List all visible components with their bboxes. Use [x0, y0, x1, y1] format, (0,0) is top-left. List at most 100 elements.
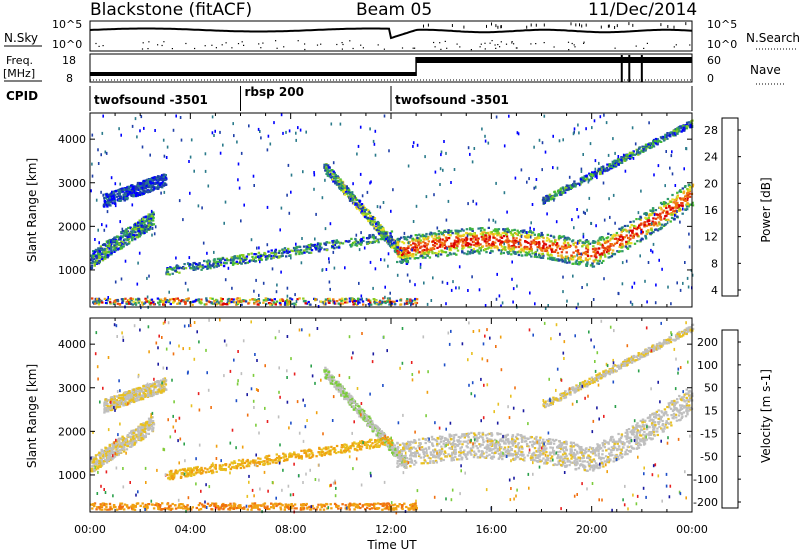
power-cell: [432, 276, 434, 280]
power-cell: [569, 184, 572, 187]
power-cell: [540, 256, 543, 259]
power-cell: [620, 161, 624, 164]
power-cell: [675, 130, 678, 133]
power-cell: [461, 238, 464, 241]
power-cell: [376, 205, 379, 209]
power-cell: [383, 114, 386, 118]
power-cell: [143, 186, 146, 189]
power-cell: [112, 191, 115, 194]
power-cell: [146, 219, 149, 222]
power-cell: [358, 209, 362, 212]
power-cell: [107, 298, 110, 301]
power-cell: [577, 302, 579, 306]
power-cell: [440, 233, 444, 236]
power-cell: [560, 256, 563, 259]
power-cell: [579, 239, 582, 242]
power-cell: [169, 302, 172, 306]
power-cell: [456, 245, 459, 248]
power-cell: [492, 229, 496, 232]
power-cell: [146, 189, 150, 192]
power-cell: [103, 243, 107, 246]
power-cell: [267, 302, 271, 305]
power-cell: [269, 142, 272, 146]
power-cell: [165, 156, 168, 159]
noise-right-tick-bottom: 10^0: [707, 38, 737, 51]
power-cell: [622, 236, 625, 239]
power-cell: [387, 252, 390, 256]
power-cell: [687, 205, 690, 208]
power-cell: [481, 238, 484, 241]
power-cell: [436, 239, 439, 242]
power-cell: [647, 219, 650, 222]
power-cell: [455, 236, 458, 239]
power-cell: [274, 248, 277, 251]
power-cell: [450, 288, 453, 292]
power-cell: [314, 298, 317, 301]
power-cell: [403, 302, 406, 306]
noise-spike: [608, 24, 610, 28]
power-cell: [670, 302, 672, 306]
power-cell: [588, 172, 591, 175]
power-cell: [307, 300, 310, 304]
power-cell: [118, 192, 121, 195]
power-cell: [447, 245, 451, 248]
power-cell: [440, 150, 443, 154]
power-cell: [560, 251, 564, 254]
search-noise-dot: [571, 42, 573, 45]
search-noise-dot: [142, 42, 144, 44]
power-cell: [670, 213, 673, 216]
power-cell: [139, 222, 143, 225]
power-cell: [233, 255, 236, 258]
power-cell: [519, 251, 522, 254]
power-cell: [414, 301, 417, 304]
power-cell: [585, 178, 588, 181]
power-cell: [154, 225, 157, 229]
power-cell: [334, 179, 337, 182]
power-cell: [193, 169, 195, 173]
power-cell: [105, 203, 108, 206]
power-cell: [681, 202, 684, 205]
power-cell: [604, 255, 607, 258]
power-cell: [647, 230, 650, 233]
power-cell: [142, 192, 145, 195]
power-cell: [162, 138, 165, 142]
power-cell: [516, 233, 519, 237]
power-cell: [593, 119, 596, 123]
power-cell: [323, 242, 326, 245]
power-cell: [373, 220, 376, 223]
power-cell: [427, 240, 431, 243]
power-cell: [518, 231, 521, 234]
power-cell: [530, 255, 533, 258]
power-cell: [150, 301, 153, 305]
power-cell: [557, 254, 560, 257]
power-cell: [103, 196, 106, 200]
power-cell: [130, 302, 133, 305]
search-noise-dot: [147, 48, 149, 50]
power-cell: [365, 212, 368, 215]
power-cell: [398, 237, 401, 241]
power-cell: [439, 231, 443, 234]
power-cell: [313, 173, 316, 177]
power-cell: [105, 224, 108, 228]
power-cell: [305, 302, 309, 305]
power-cell: [110, 195, 113, 198]
power-cell: [124, 188, 127, 192]
power-cell: [475, 250, 478, 253]
power-cell: [667, 218, 670, 221]
power-cell: [633, 227, 636, 230]
power-cell: [686, 208, 689, 211]
power-cell: [140, 227, 143, 231]
power-cell: [382, 231, 385, 234]
power-cell: [441, 243, 444, 246]
power-cell: [288, 129, 291, 133]
power-cell: [97, 253, 100, 256]
power-cell: [549, 195, 552, 198]
power-cell: [368, 303, 371, 307]
power-cell: [538, 138, 541, 142]
power-cell: [582, 153, 584, 156]
power-cell: [487, 239, 491, 242]
power-cell: [534, 185, 537, 189]
power-cell: [552, 134, 554, 138]
power-cell: [516, 251, 519, 254]
power-cell: [404, 258, 407, 261]
